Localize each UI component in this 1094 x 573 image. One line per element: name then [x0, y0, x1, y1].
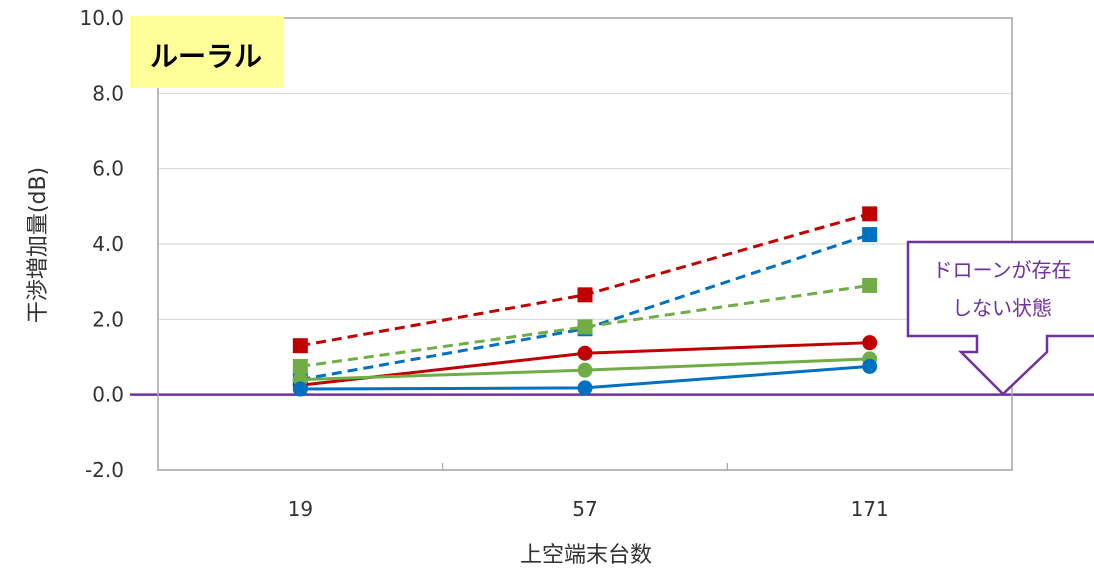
series-5 — [292, 358, 878, 397]
series-0-point-2 — [862, 206, 878, 222]
y-tick-label-2: 2.0 — [92, 307, 124, 331]
corner-label-background — [130, 16, 284, 88]
callout-line-2: しない状態 — [952, 296, 1052, 320]
series-3-point-2 — [862, 335, 878, 351]
y-tick-label-5: 8.0 — [92, 81, 124, 105]
corner-label-text: ルーラル — [150, 40, 262, 73]
y-tick-label-3: 4.0 — [92, 232, 124, 256]
corner-label: ルーラル — [130, 16, 284, 88]
series-5-point-1 — [577, 380, 593, 396]
series-2 — [292, 277, 878, 374]
series-0-point-1 — [577, 287, 593, 303]
y-tick-labels: -2.0 0.0 2.0 4.0 6.0 8.0 10.0 — [79, 6, 124, 482]
series-2-point-0 — [292, 358, 308, 374]
series-5-point-2 — [862, 358, 878, 374]
callout-line-1: ドローンが存在 — [933, 258, 1072, 282]
y-tick-label-0: -2.0 — [85, 458, 124, 482]
series-0-point-0 — [292, 338, 308, 354]
series-4-point-1 — [577, 362, 593, 378]
y-tick-label-1: 0.0 — [92, 383, 124, 407]
callout-arrow-box — [906, 240, 1094, 396]
series-0 — [292, 206, 878, 354]
series-3-point-1 — [577, 345, 593, 361]
x-tick-labels: 19 57 171 — [288, 463, 889, 521]
series-2-point-2 — [862, 277, 878, 293]
x-axis-title: 上空端末台数 — [520, 543, 652, 568]
callout: ドローンが存在 しない状態 — [906, 240, 1094, 396]
y-tick-label-4: 6.0 — [92, 157, 124, 181]
series-5-point-0 — [292, 381, 308, 397]
x-tick-label-2: 171 — [851, 497, 889, 521]
y-axis-title: 干渉増加量(dB) — [26, 167, 51, 323]
x-tick-label-1: 57 — [572, 497, 597, 521]
gridlines — [158, 17, 1012, 471]
series-1-point-2 — [862, 227, 878, 243]
series-2-point-1 — [577, 319, 593, 335]
y-tick-label-6: 10.0 — [79, 6, 124, 30]
x-tick-label-0: 19 — [288, 497, 313, 521]
series-group — [292, 206, 878, 397]
